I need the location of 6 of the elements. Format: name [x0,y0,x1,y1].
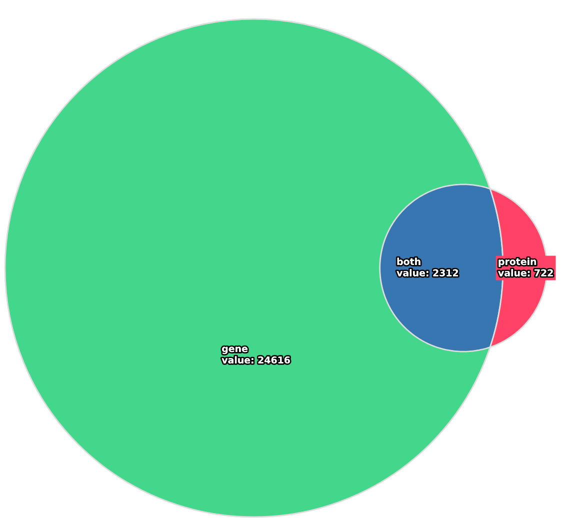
category-label: protein [498,258,536,267]
data-label: value: 722 [498,269,553,276]
data-label: value: 24616 [222,356,290,364]
category-label: gene [222,346,248,354]
category-label: both [397,258,420,266]
data-label: value: 2312 [396,269,458,276]
